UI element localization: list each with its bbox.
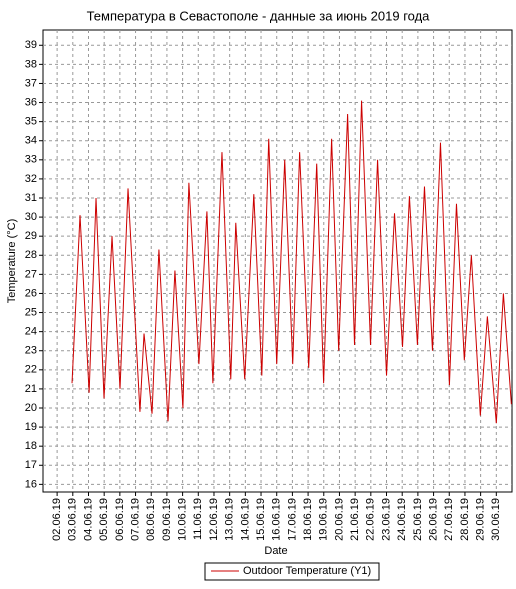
x-tick-label: 16.06.19 [271,498,283,541]
y-tick-label: 35 [25,116,37,128]
y-tick-label: 20 [25,402,37,414]
x-tick-label: 02.06.19 [51,498,63,541]
legend-box [204,562,380,581]
x-tick-label: 06.06.19 [114,498,126,541]
data-line [71,100,512,424]
x-tick-label: 04.06.19 [82,498,94,541]
y-tick-label: 26 [25,287,37,299]
y-tick-label: 24 [25,326,37,338]
y-tick-label: 34 [25,135,37,147]
y-tick-label: 16 [25,478,37,490]
y-tick-label: 18 [25,440,37,452]
x-tick-label: 17.06.19 [286,498,298,541]
x-tick-label: 09.06.19 [161,498,173,541]
y-tick-label: 29 [25,230,37,242]
y-tick-label: 22 [25,364,37,376]
y-tick-label: 30 [25,211,37,223]
x-tick-label: 21.06.19 [349,498,361,541]
y-tick-label: 19 [25,421,37,433]
x-tick-label: 28.06.19 [459,498,471,541]
x-tick-label: 26.06.19 [427,498,439,541]
x-tick-label: 30.06.19 [490,498,502,541]
x-tick-label: 19.06.19 [318,498,330,541]
y-axis-label: Temperature (°C) [6,219,18,303]
x-tick-label: 24.06.19 [396,498,408,541]
x-tick-label: 12.06.19 [208,498,220,541]
x-tick-label: 13.06.19 [224,498,236,541]
y-tick-label: 36 [25,96,37,108]
x-tick-label: 07.06.19 [129,498,141,541]
y-tick-label: 28 [25,249,37,261]
x-tick-label: 22.06.19 [365,498,377,541]
y-tick-label: 17 [25,459,37,471]
y-tick-label: 21 [25,383,37,395]
legend-label: Outdoor Temperature (Y1) [243,565,371,577]
x-tick-label: 15.06.19 [255,498,267,541]
x-tick-label: 05.06.19 [98,498,110,541]
x-tick-label: 25.06.19 [412,498,424,541]
y-tick-label: 37 [25,77,37,89]
y-tick-label: 31 [25,192,37,204]
x-tick-label: 11.06.19 [192,498,204,540]
x-tick-label: 18.06.19 [302,498,314,541]
y-tick-label: 32 [25,173,37,185]
y-tick-label: 23 [25,345,37,357]
x-tick-label: 27.06.19 [443,498,455,541]
x-tick-label: 03.06.19 [67,498,79,541]
y-tick-label: 33 [25,154,37,166]
y-tick-label: 39 [25,39,37,51]
y-tick-label: 25 [25,306,37,318]
chart-title: Температура в Севастополе - данные за ию… [87,8,431,23]
y-tick-label: 38 [25,58,37,70]
x-tick-label: 23.06.19 [380,498,392,541]
x-tick-label: 10.06.19 [177,498,189,541]
y-tick-label: 27 [25,268,37,280]
x-tick-label: 08.06.19 [145,498,157,541]
x-tick-label: 20.06.19 [333,498,345,541]
x-axis-label: Date [264,545,287,557]
x-tick-label: 14.06.19 [239,498,251,541]
x-tick-label: 29.06.19 [475,498,487,541]
